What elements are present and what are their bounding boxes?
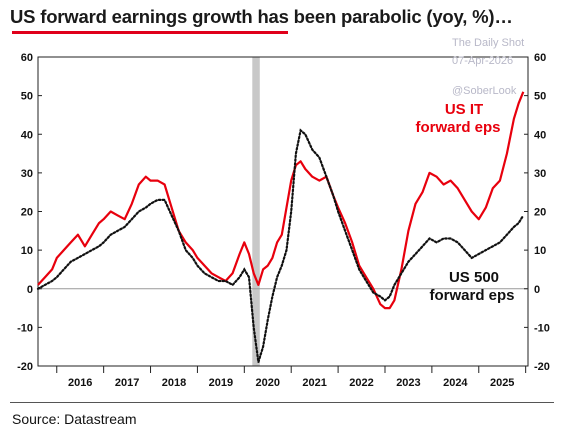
x-tick-label: 2018 [162, 377, 186, 389]
title-accent-rule [12, 31, 288, 34]
x-tick-label: 2023 [396, 377, 420, 389]
y-tick-label-left: 30 [21, 168, 33, 180]
y-tick-label-left: 10 [21, 245, 33, 257]
series-us-it-line [37, 91, 525, 310]
annotation-us500-line1: US 500 [449, 269, 499, 286]
x-tick-label: 2021 [302, 377, 326, 389]
y-tick-label-left: 50 [21, 91, 33, 103]
annotation-it-line1: US IT [445, 101, 483, 118]
x-tick-label: 2017 [115, 377, 139, 389]
y-tick-label-right: 30 [534, 168, 546, 180]
footer-rule [10, 402, 554, 403]
source-note: Source: Datastream [12, 411, 137, 427]
x-tick-label: 2016 [68, 377, 92, 389]
y-tick-label-left: 0 [27, 284, 33, 296]
y-tick-label-left: -10 [17, 322, 33, 334]
y-tick-label-right: -20 [534, 361, 550, 373]
watermark-line2: 07-Apr-2026 [452, 55, 513, 67]
y-tick-label-left: 40 [21, 129, 33, 141]
y-tick-label-left: 20 [21, 207, 33, 219]
y-tick-label-right: 20 [534, 207, 546, 219]
watermark-line1: The Daily Shot [452, 37, 524, 49]
annotation-it-line2: forward eps [415, 119, 500, 136]
watermark-handle: @SoberLook [452, 85, 517, 97]
annotation-us500-line2: forward eps [429, 287, 514, 304]
x-tick-label: 2025 [490, 377, 514, 389]
y-tick-label-right: 0 [534, 284, 540, 296]
x-tick-label: 2020 [256, 377, 280, 389]
y-tick-label-left: -20 [17, 361, 33, 373]
recession-band [252, 57, 260, 366]
chart-title: US forward earnings growth has been para… [10, 6, 513, 27]
y-tick-label-right: -10 [534, 322, 550, 334]
series-us-500-line [36, 128, 525, 363]
y-tick-label-right: 60 [534, 52, 546, 64]
y-tick-label-left: 60 [21, 52, 33, 64]
y-tick-label-right: 10 [534, 245, 546, 257]
x-tick-label: 2019 [209, 377, 233, 389]
x-tick-label: 2024 [443, 377, 468, 389]
x-tick-label: 2022 [349, 377, 373, 389]
y-tick-label-right: 50 [534, 91, 546, 103]
y-tick-label-right: 40 [534, 129, 546, 141]
